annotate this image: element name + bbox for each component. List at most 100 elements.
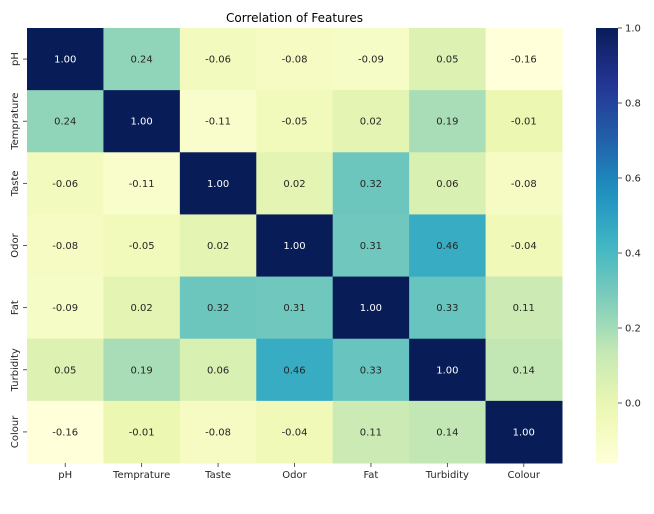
heatmap-cells <box>27 28 563 464</box>
heatmap-cell <box>27 28 104 91</box>
x-tick-label: pH <box>58 470 72 481</box>
cell-annotation: 0.33 <box>436 303 458 314</box>
cell-annotation: 0.02 <box>360 117 382 128</box>
cell-annotation: 0.05 <box>436 55 458 66</box>
heatmap-cell <box>409 28 487 91</box>
cell-annotation: -0.04 <box>511 241 537 252</box>
colorbar-tick-label: 1.0 <box>625 24 641 35</box>
heatmap-cell <box>485 214 563 278</box>
cell-annotation: 0.46 <box>283 365 305 376</box>
cell-annotation: 0.31 <box>360 241 382 252</box>
heatmap-cell <box>485 276 563 340</box>
heatmap-cell <box>103 214 181 278</box>
cell-annotation: 0.11 <box>513 303 535 314</box>
heatmap-cell <box>409 276 487 340</box>
cell-annotation: -0.05 <box>282 117 308 128</box>
heatmap-cell <box>27 152 104 215</box>
cell-annotation: 1.00 <box>131 117 153 128</box>
heatmap-cell <box>179 338 257 402</box>
cell-annotation: -0.08 <box>52 241 78 252</box>
cell-annotation: 0.33 <box>360 365 382 376</box>
heatmap-cell <box>485 152 563 215</box>
cell-annotation: 0.24 <box>54 117 76 128</box>
y-tick-label: Fat <box>10 300 21 315</box>
heatmap-cell <box>179 152 257 215</box>
y-tick-label: Colour <box>10 415 21 448</box>
cell-annotation: 1.00 <box>54 55 76 66</box>
cell-annotation: 0.46 <box>436 241 458 252</box>
cell-annotation: -0.09 <box>52 303 78 314</box>
colorbar-tick-label: 0.6 <box>625 174 641 185</box>
heatmap-cell <box>179 400 257 464</box>
cell-annotation: 1.00 <box>436 365 458 376</box>
heatmap-cell <box>409 338 487 402</box>
heatmap-cell <box>27 276 104 340</box>
heatmap-cell <box>332 338 410 402</box>
heatmap-cell <box>485 400 563 464</box>
heatmap-cell <box>179 214 257 278</box>
cell-annotation: -0.08 <box>205 427 231 438</box>
cell-annotation: -0.01 <box>511 117 537 128</box>
heatmap-cell <box>332 214 410 278</box>
colorbar-tick-label: 0.0 <box>625 399 641 410</box>
cell-annotation: -0.01 <box>129 427 155 438</box>
heatmap-cell <box>256 152 334 215</box>
cell-annotation: -0.16 <box>52 427 78 438</box>
heatmap-cell <box>256 400 334 464</box>
cell-annotation: 1.00 <box>513 427 535 438</box>
heatmap-cell <box>409 400 487 464</box>
heatmap-cell <box>485 338 563 402</box>
cell-annotation: 0.19 <box>131 365 153 376</box>
colorbar: 0.0 0.2 0.4 0.6 0.8 1.0 <box>596 24 641 463</box>
y-tick-label: Turbidity <box>10 348 21 392</box>
cell-annotation: 1.00 <box>360 303 382 314</box>
heatmap-cell <box>179 276 257 340</box>
cell-annotation: 0.31 <box>283 303 305 314</box>
cell-annotation: 1.00 <box>283 241 305 252</box>
cell-annotation: -0.16 <box>511 55 537 66</box>
heatmap-cell <box>332 90 410 153</box>
cell-annotations: 1.00 0.24 -0.06 -0.08 -0.09 0.05 -0.16 0.24 1.00… <box>52 55 536 439</box>
heatmap-cell <box>103 28 181 91</box>
cell-annotation: 0.24 <box>131 55 153 66</box>
x-tick-label: Taste <box>204 470 231 481</box>
y-tick-label: Odor <box>10 232 21 257</box>
cell-annotation: 0.06 <box>436 179 458 190</box>
heatmap-cell <box>332 28 410 91</box>
heatmap-cell <box>179 90 257 153</box>
x-axis: pH Temprature Taste Odor Fat Turbidity Colour <box>58 463 541 481</box>
heatmap-cell <box>103 152 181 215</box>
cell-annotation: 0.02 <box>283 179 305 190</box>
heatmap-cell <box>256 276 334 340</box>
cell-annotation: 0.11 <box>360 427 382 438</box>
colorbar-gradient <box>596 28 618 463</box>
cell-annotation: -0.09 <box>358 55 384 66</box>
y-axis: pH Temprature Taste Odor Fat Turbidity Colour <box>10 52 27 448</box>
heatmap-cell <box>27 90 104 153</box>
colorbar-tick-label: 0.2 <box>625 324 641 335</box>
x-tick-label: Turbidity <box>425 470 469 481</box>
heatmap-cell <box>256 90 334 153</box>
x-tick-label: Fat <box>363 470 378 481</box>
cell-annotation: 0.06 <box>207 365 229 376</box>
heatmap-cell <box>27 338 104 402</box>
x-tick-label: Temprature <box>112 470 170 481</box>
cell-annotation: 0.14 <box>513 365 535 376</box>
heatmap-cell <box>409 152 487 215</box>
cell-annotation: 0.14 <box>436 427 458 438</box>
heatmap-cell <box>485 90 563 153</box>
heatmap-cell <box>103 90 181 153</box>
colorbar-tick-label: 0.8 <box>625 99 641 110</box>
cell-annotation: 0.19 <box>436 117 458 128</box>
heatmap-cell <box>103 276 181 340</box>
colorbar-tick-label: 0.4 <box>625 249 641 260</box>
cell-annotation: -0.11 <box>205 117 231 128</box>
heatmap-cell <box>485 28 563 91</box>
heatmap-cell <box>103 400 181 464</box>
heatmap-cell <box>256 28 334 91</box>
cell-annotation: 0.05 <box>54 365 76 376</box>
y-tick-label: Taste <box>10 170 21 197</box>
y-tick-label: pH <box>10 52 21 66</box>
